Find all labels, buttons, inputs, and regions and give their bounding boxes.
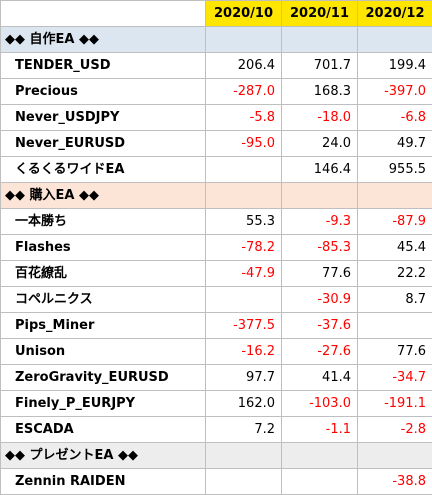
value-cell: 77.6	[357, 338, 432, 365]
ea-name-cell: Zennin RAIDEN	[0, 468, 206, 495]
table-row: 一本勝ち 55.3 -9.3 -87.9	[0, 208, 432, 235]
section-title: ◆◆ 自作EA ◆◆	[0, 26, 206, 53]
ea-name-cell: Pips_Miner	[0, 312, 206, 339]
ea-name-cell: TENDER_USD	[0, 52, 206, 79]
value-cell: 49.7	[357, 130, 432, 157]
value-cell: 22.2	[357, 260, 432, 287]
value-cell: 701.7	[281, 52, 358, 79]
month-header: 2020/11	[281, 0, 358, 27]
ea-name-cell: Finely_P_EURJPY	[0, 390, 206, 417]
section-title: ◆◆ プレゼントEA ◆◆	[0, 442, 206, 469]
header-row: 2020/10 2020/11 2020/12	[0, 0, 432, 27]
ea-name-cell: 百花繚乱	[0, 260, 206, 287]
ea-name-cell: ESCADA	[0, 416, 206, 443]
value-cell: 55.3	[205, 208, 282, 235]
value-cell: -47.9	[205, 260, 282, 287]
value-cell: 955.5	[357, 156, 432, 183]
section-header-blank-cell	[281, 442, 358, 469]
value-cell	[281, 468, 358, 495]
table-row: Never_USDJPY -5.8 -18.0 -6.8	[0, 104, 432, 131]
value-cell: -87.9	[357, 208, 432, 235]
value-cell: 146.4	[281, 156, 358, 183]
value-cell: 41.4	[281, 364, 358, 391]
value-cell	[205, 156, 282, 183]
value-cell: -27.6	[281, 338, 358, 365]
section-title: ◆◆ 購入EA ◆◆	[0, 182, 206, 209]
table-row: くるくるワイドEA 146.4 955.5	[0, 156, 432, 183]
value-cell: 7.2	[205, 416, 282, 443]
table-row: Never_EURUSD -95.0 24.0 49.7	[0, 130, 432, 157]
value-cell: -16.2	[205, 338, 282, 365]
value-cell: 77.6	[281, 260, 358, 287]
table-row: Unison -16.2 -27.6 77.6	[0, 338, 432, 365]
value-cell: -95.0	[205, 130, 282, 157]
month-header: 2020/10	[205, 0, 282, 27]
value-cell: -9.3	[281, 208, 358, 235]
value-cell: -37.6	[281, 312, 358, 339]
value-cell: -2.8	[357, 416, 432, 443]
section-header-row: ◆◆ 自作EA ◆◆	[0, 26, 432, 53]
section-header-blank-cell	[357, 182, 432, 209]
value-cell: -103.0	[281, 390, 358, 417]
ea-name-cell: くるくるワイドEA	[0, 156, 206, 183]
value-cell: -1.1	[281, 416, 358, 443]
value-cell: 162.0	[205, 390, 282, 417]
ea-name-cell: Never_USDJPY	[0, 104, 206, 131]
section-header-blank-cell	[357, 442, 432, 469]
ea-name-cell: Unison	[0, 338, 206, 365]
value-cell	[205, 286, 282, 313]
value-cell: 206.4	[205, 52, 282, 79]
table-row: Pips_Miner -377.5 -37.6	[0, 312, 432, 339]
value-cell: -30.9	[281, 286, 358, 313]
section-header-row: ◆◆ 購入EA ◆◆	[0, 182, 432, 209]
month-header: 2020/12	[357, 0, 432, 27]
value-cell: 8.7	[357, 286, 432, 313]
value-cell	[205, 468, 282, 495]
table-row: ESCADA 7.2 -1.1 -2.8	[0, 416, 432, 443]
value-cell: 168.3	[281, 78, 358, 105]
value-cell: -18.0	[281, 104, 358, 131]
value-cell: -38.8	[357, 468, 432, 495]
table-row: Precious -287.0 168.3 -397.0	[0, 78, 432, 105]
section-header-blank-cell	[281, 182, 358, 209]
ea-name-cell: ZeroGravity_EURUSD	[0, 364, 206, 391]
section-header-blank-cell	[205, 182, 282, 209]
section-header-blank-cell	[281, 26, 358, 53]
value-cell: -6.8	[357, 104, 432, 131]
table-row: TENDER_USD 206.4 701.7 199.4	[0, 52, 432, 79]
ea-name-cell: コペルニクス	[0, 286, 206, 313]
value-cell: 199.4	[357, 52, 432, 79]
section-header-blank-cell	[205, 442, 282, 469]
ea-name-cell: Precious	[0, 78, 206, 105]
ea-name-cell: Flashes	[0, 234, 206, 261]
ea-name-cell: 一本勝ち	[0, 208, 206, 235]
value-cell: -191.1	[357, 390, 432, 417]
table-row: Zennin RAIDEN -38.8	[0, 468, 432, 495]
section-header-row: ◆◆ プレゼントEA ◆◆	[0, 442, 432, 469]
section-header-blank-cell	[205, 26, 282, 53]
value-cell: -5.8	[205, 104, 282, 131]
ea-name-cell: Never_EURUSD	[0, 130, 206, 157]
value-cell: -377.5	[205, 312, 282, 339]
section-header-blank-cell	[357, 26, 432, 53]
value-cell: -397.0	[357, 78, 432, 105]
table-row: Flashes -78.2 -85.3 45.4	[0, 234, 432, 261]
value-cell: 97.7	[205, 364, 282, 391]
value-cell	[357, 312, 432, 339]
value-cell: -78.2	[205, 234, 282, 261]
header-corner-cell	[0, 0, 206, 27]
table-row: Finely_P_EURJPY 162.0 -103.0 -191.1	[0, 390, 432, 417]
table-row: コペルニクス -30.9 8.7	[0, 286, 432, 313]
value-cell: 45.4	[357, 234, 432, 261]
value-cell: -34.7	[357, 364, 432, 391]
value-cell: 24.0	[281, 130, 358, 157]
table-row: ZeroGravity_EURUSD 97.7 41.4 -34.7	[0, 364, 432, 391]
value-cell: -85.3	[281, 234, 358, 261]
value-cell: -287.0	[205, 78, 282, 105]
table-row: 百花繚乱 -47.9 77.6 22.2	[0, 260, 432, 287]
